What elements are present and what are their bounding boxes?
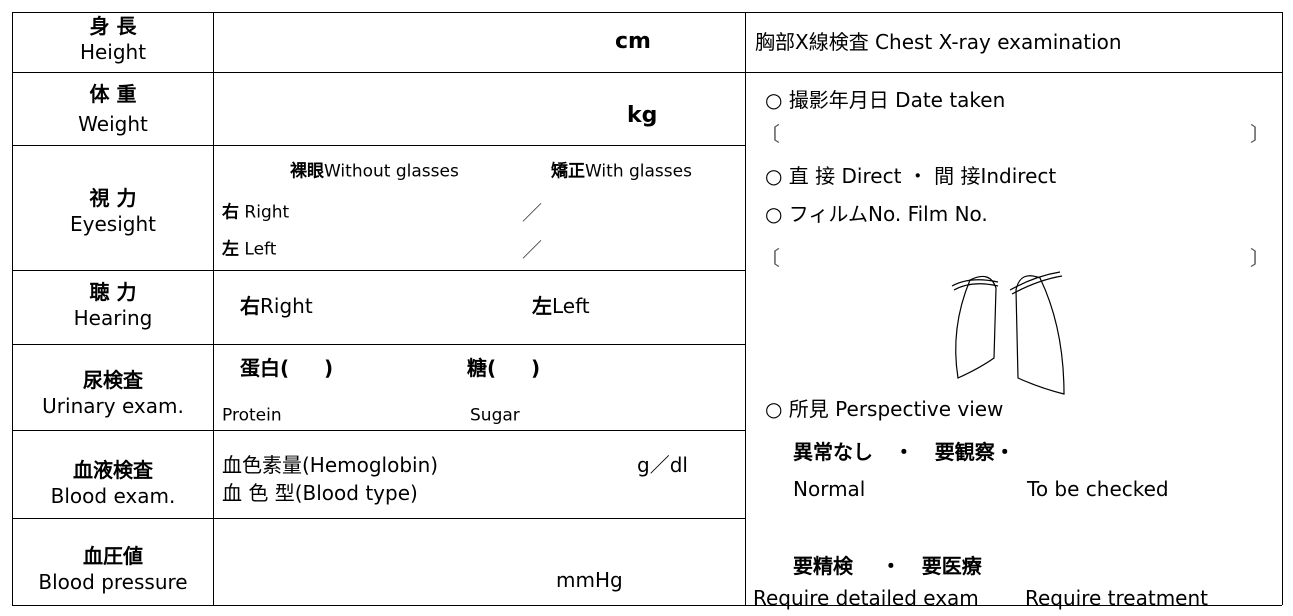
rule bbox=[12, 605, 1282, 606]
option: 要精検 ・ 要医療 bbox=[793, 554, 982, 578]
text: 矯正 bbox=[551, 161, 585, 182]
text: Right bbox=[244, 202, 290, 223]
ear: 左Left bbox=[532, 296, 590, 316]
item-en: Sugar bbox=[470, 405, 520, 426]
option-en: Require treatment bbox=[1025, 586, 1209, 610]
text: 右 bbox=[240, 294, 260, 318]
rule bbox=[12, 12, 13, 605]
ear: 右Right bbox=[240, 296, 313, 316]
option: 異常なし ・ 要観察・ bbox=[793, 440, 1015, 464]
label-en: Blood exam. bbox=[50, 484, 176, 508]
column-head: 裸眼Without glasses bbox=[290, 161, 459, 182]
item: ○ 所見 Perspective view bbox=[765, 397, 1004, 421]
rule bbox=[12, 72, 1282, 73]
label-en: Blood pressure bbox=[38, 570, 188, 594]
text: Left bbox=[552, 294, 590, 318]
section-title: 胸部X線検査 Chest X-ray examination bbox=[755, 30, 1122, 54]
bracket: 〔 bbox=[760, 122, 780, 146]
label-ja: 尿検査 bbox=[83, 368, 143, 392]
label-en: Height bbox=[79, 40, 147, 64]
option-en: Normal bbox=[793, 477, 866, 501]
text: Right bbox=[260, 294, 313, 318]
item: 糖( ) bbox=[467, 356, 541, 380]
bracket: 〔 bbox=[760, 246, 780, 270]
item: 蛋白( ) bbox=[240, 356, 334, 380]
bracket: 〕 bbox=[1250, 122, 1270, 146]
item: ○ 撮影年月日 Date taken bbox=[765, 88, 1006, 112]
label-en: Hearing bbox=[73, 306, 153, 330]
item: ○ フィルムNo. Film No. bbox=[765, 202, 988, 226]
option-en: To be checked bbox=[1027, 477, 1169, 501]
field: 血 色 型(Blood type) bbox=[222, 481, 418, 505]
text: 左 bbox=[532, 294, 552, 318]
label-ja: 聴 力 bbox=[89, 280, 137, 304]
bracket: 〕 bbox=[1250, 246, 1270, 270]
eye-line: 左 Left bbox=[222, 239, 277, 260]
field: 血色素量(Hemoglobin) bbox=[222, 453, 439, 477]
separator: ／ bbox=[522, 201, 542, 225]
label-ja: 身 長 bbox=[89, 14, 137, 38]
unit: g／dl bbox=[637, 453, 688, 477]
rule bbox=[12, 430, 745, 431]
text: 裸眼 bbox=[290, 161, 324, 182]
label-ja: 血圧値 bbox=[83, 544, 143, 568]
rule bbox=[12, 145, 745, 146]
item-en: Protein bbox=[222, 405, 282, 426]
rule bbox=[12, 344, 745, 345]
item: ○ 直 接 Direct ・ 間 接Indirect bbox=[765, 164, 1057, 188]
eye-line: 右 Right bbox=[222, 202, 290, 223]
text: Left bbox=[244, 239, 277, 260]
label-en: Weight bbox=[78, 112, 148, 136]
text: Without glasses bbox=[324, 161, 459, 182]
rule bbox=[12, 12, 1282, 13]
unit: cm bbox=[615, 29, 651, 54]
column-head: 矯正With glasses bbox=[551, 161, 692, 182]
rule bbox=[12, 518, 745, 519]
label-ja: 視 力 bbox=[89, 186, 137, 210]
unit: mmHg bbox=[556, 568, 623, 592]
rule bbox=[745, 12, 746, 605]
text: With glasses bbox=[585, 161, 692, 182]
label-en: Urinary exam. bbox=[42, 394, 184, 418]
option-en: Require detailed exam bbox=[753, 586, 979, 610]
label-ja: 血液検査 bbox=[73, 458, 153, 482]
lungs-illustration bbox=[951, 271, 1065, 395]
text: 左 bbox=[222, 239, 239, 260]
separator: ／ bbox=[522, 238, 542, 262]
label-en: Eyesight bbox=[70, 212, 156, 236]
unit: kg bbox=[627, 103, 658, 128]
rule bbox=[213, 12, 214, 605]
rule bbox=[12, 270, 745, 271]
label-ja: 体 重 bbox=[89, 82, 137, 106]
text: 右 bbox=[222, 202, 239, 223]
rule bbox=[1282, 12, 1283, 605]
